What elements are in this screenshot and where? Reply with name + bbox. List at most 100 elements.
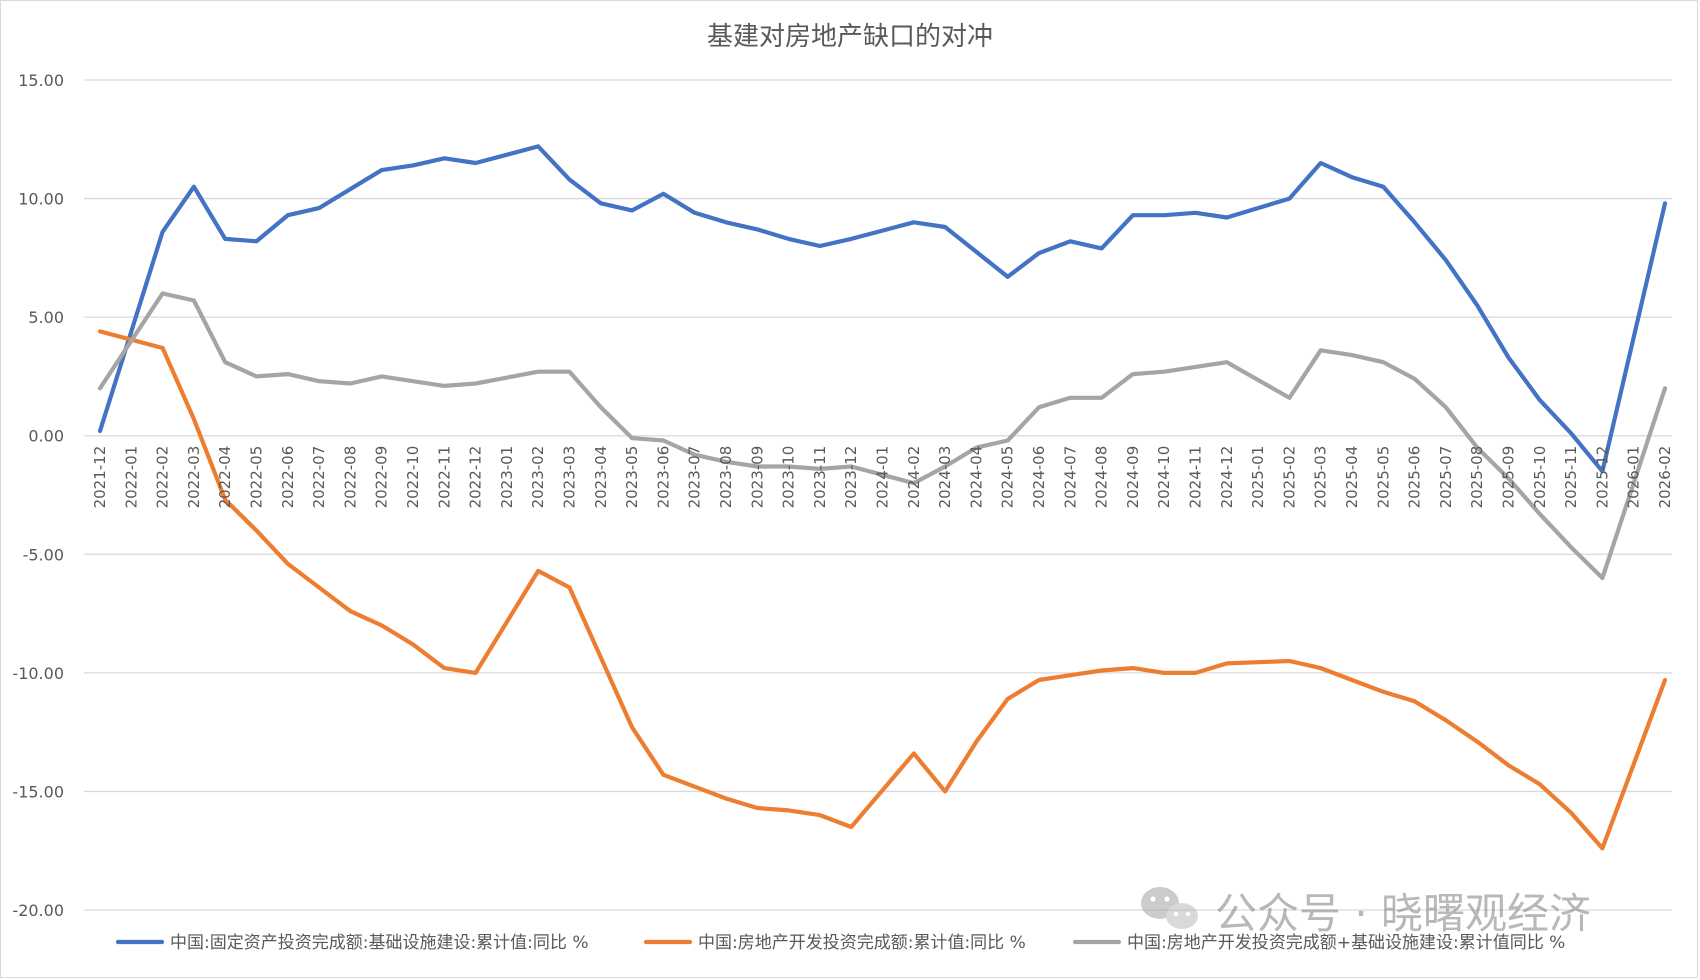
data-point (1382, 361, 1385, 364)
x-tick-label: 2023-10 (780, 446, 798, 509)
data-point (1037, 251, 1041, 255)
data-point (943, 790, 947, 793)
data-point (1507, 356, 1510, 359)
data-point (1069, 674, 1072, 677)
grid-lines (84, 79, 1672, 911)
data-point (161, 292, 164, 295)
data-point (98, 330, 102, 333)
data-point (662, 439, 665, 442)
data-point (568, 178, 571, 181)
x-tick-label: 2024-03 (936, 446, 954, 509)
data-point (568, 586, 571, 589)
x-tick-label: 2025-01 (1249, 446, 1267, 509)
data-point (850, 825, 853, 829)
x-tick-label: 2023-07 (686, 446, 704, 509)
x-tick-label: 2023-05 (623, 446, 641, 509)
x-tick-label: 2025-02 (1280, 446, 1298, 509)
data-point (1569, 811, 1573, 814)
y-tick-label: -15.00 (12, 782, 64, 801)
data-point (787, 237, 790, 241)
data-point (1100, 247, 1103, 250)
data-point (693, 453, 696, 456)
data-point (912, 752, 915, 755)
data-point (1382, 690, 1385, 694)
y-axis-ticks: 15.00 10.00 5.00 0.00 -5.00 -10.00 -15.00 -20.0… (12, 71, 64, 920)
data-point (1601, 576, 1604, 580)
data-point (98, 387, 102, 390)
data-point (662, 192, 665, 196)
data-point (474, 161, 477, 165)
x-tick-label: 2023-02 (529, 446, 547, 509)
data-point (662, 773, 665, 777)
data-point (286, 213, 289, 217)
data-point (411, 379, 415, 383)
data-point (599, 406, 602, 409)
y-tick-label: -5.00 (23, 545, 64, 564)
x-tick-label: 2025-08 (1468, 446, 1486, 509)
x-tick-label: 2024-05 (999, 446, 1017, 509)
x-tick-label: 2025-05 (1374, 446, 1392, 509)
wechat-icon (1141, 887, 1198, 929)
x-tick-label: 2024-01 (874, 446, 892, 509)
data-point (1006, 439, 1009, 442)
x-tick-label: 2025-04 (1343, 446, 1361, 509)
series-line-1 (97, 144, 1668, 474)
data-point (1538, 512, 1542, 516)
data-point (1069, 396, 1072, 399)
x-tick-label: 2023-09 (748, 446, 766, 509)
data-point (1444, 259, 1448, 262)
data-point (1288, 197, 1291, 200)
data-point (1507, 764, 1510, 767)
data-point (1194, 671, 1197, 675)
legend: 中国:固定资产投资完成额:基础设施建设:累计值:同比 % 中国:房地产开发投资完成… (115, 933, 1565, 953)
x-tick-label: 2022-12 (467, 446, 485, 509)
data-point (1225, 361, 1229, 364)
data-point (787, 809, 790, 812)
data-point (1350, 176, 1354, 179)
data-point (568, 370, 571, 373)
data-point (224, 498, 227, 501)
data-point (1476, 740, 1479, 743)
data-point (724, 460, 728, 463)
data-point (975, 740, 978, 743)
data-point (537, 145, 540, 148)
data-point (1194, 211, 1197, 214)
data-point (1100, 669, 1103, 672)
x-tick-label: 2022-08 (341, 446, 359, 509)
watermark-text: 公众号 · 晓曙观经济 (1215, 889, 1591, 938)
x-tick-label: 2024-04 (967, 446, 985, 509)
x-tick-label: 2022-05 (248, 446, 266, 509)
y-tick-label: 10.00 (18, 190, 64, 209)
data-point (1601, 847, 1604, 850)
x-tick-label: 2024-11 (1187, 446, 1205, 509)
legend-label: 中国:房地产开发投资完成额+基础设施建设:累计值同比 % (1127, 933, 1565, 953)
data-point (443, 384, 446, 388)
data-point (349, 187, 352, 191)
x-tick-label: 2026-02 (1656, 446, 1674, 509)
data-point (756, 465, 759, 468)
data-point (1507, 477, 1510, 480)
data-point (255, 529, 258, 532)
data-point (1569, 432, 1573, 435)
data-point (1163, 370, 1166, 373)
data-point (317, 379, 321, 383)
data-point (224, 237, 227, 241)
data-point (255, 240, 258, 243)
data-point (1444, 719, 1448, 722)
data-point (943, 225, 947, 229)
data-point (1288, 659, 1291, 663)
data-point (192, 299, 196, 302)
data-point (630, 209, 634, 212)
x-tick-label: 2025-06 (1406, 446, 1424, 509)
legend-label: 中国:固定资产投资完成额:基础设施建设:累计值:同比 % (170, 933, 588, 953)
data-point (630, 436, 634, 440)
data-point (1163, 671, 1166, 675)
data-point (98, 429, 102, 433)
x-tick-label: 2025-10 (1531, 446, 1549, 509)
data-point (286, 562, 289, 565)
watermark: 公众号 · 晓曙观经济 (1141, 887, 1591, 938)
data-point (599, 202, 602, 205)
data-point (380, 624, 383, 627)
data-point (443, 666, 446, 670)
